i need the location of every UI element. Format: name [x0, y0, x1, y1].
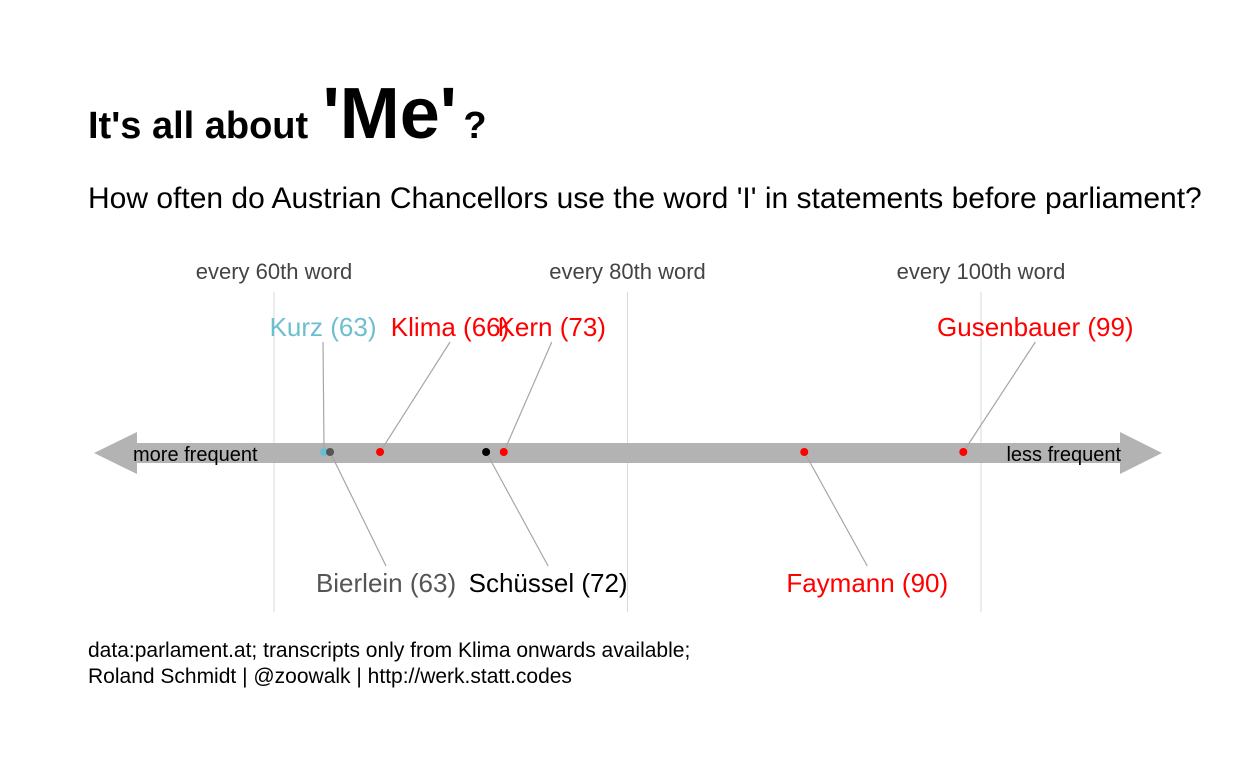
connector-line [322, 341, 325, 453]
connector-line [485, 451, 549, 567]
connector-line [503, 341, 553, 453]
title-prefix: It's all about [88, 105, 309, 147]
data-point [800, 448, 809, 456]
title-suffix: ? [463, 105, 486, 147]
point-label: Faymann (90) [786, 568, 948, 598]
chart-title: It's all about 'Me' ? [88, 74, 487, 154]
data-point [320, 448, 329, 456]
less-frequent-label: less frequent [1006, 444, 1121, 466]
connector-line [803, 451, 868, 567]
point-label: Schüssel (72) [469, 568, 628, 598]
tick-label: every 100th word [897, 259, 1066, 284]
data-point [482, 448, 491, 456]
tick-labels: every 60th word every 80th word every 100t… [196, 259, 1066, 284]
data-point [499, 448, 508, 456]
data-points [320, 448, 968, 456]
connector-line [329, 451, 387, 567]
point-label: Bierlein (63) [316, 568, 456, 598]
point-labels: Kurz (63) Bierlein (63) Klima (66) Schüssel… [270, 312, 1134, 598]
more-frequent-label: more frequent [133, 444, 258, 466]
connector-line [379, 341, 451, 453]
tick-label: every 60th word [196, 259, 353, 284]
chart-subtitle: How often do Austrian Chancellors use th… [88, 182, 1202, 215]
point-label: Kern (73) [498, 312, 606, 342]
tick-label: every 80th word [549, 259, 706, 284]
point-label: Gusenbauer (99) [937, 312, 1134, 342]
point-label: Kurz (63) [270, 312, 377, 342]
connectors [322, 341, 1036, 567]
caption-line-1: data:parlament.at; transcripts only from… [88, 639, 690, 662]
axis-arrow [94, 432, 1162, 474]
caption-line-2: Roland Schmidt | @zoowalk | http://werk.… [88, 665, 572, 688]
data-point [326, 448, 335, 456]
data-point [959, 448, 968, 456]
data-point [376, 448, 385, 456]
point-label: Klima (66) [391, 312, 509, 342]
title-emphasis: 'Me' [323, 74, 457, 154]
connector-line [962, 341, 1036, 453]
